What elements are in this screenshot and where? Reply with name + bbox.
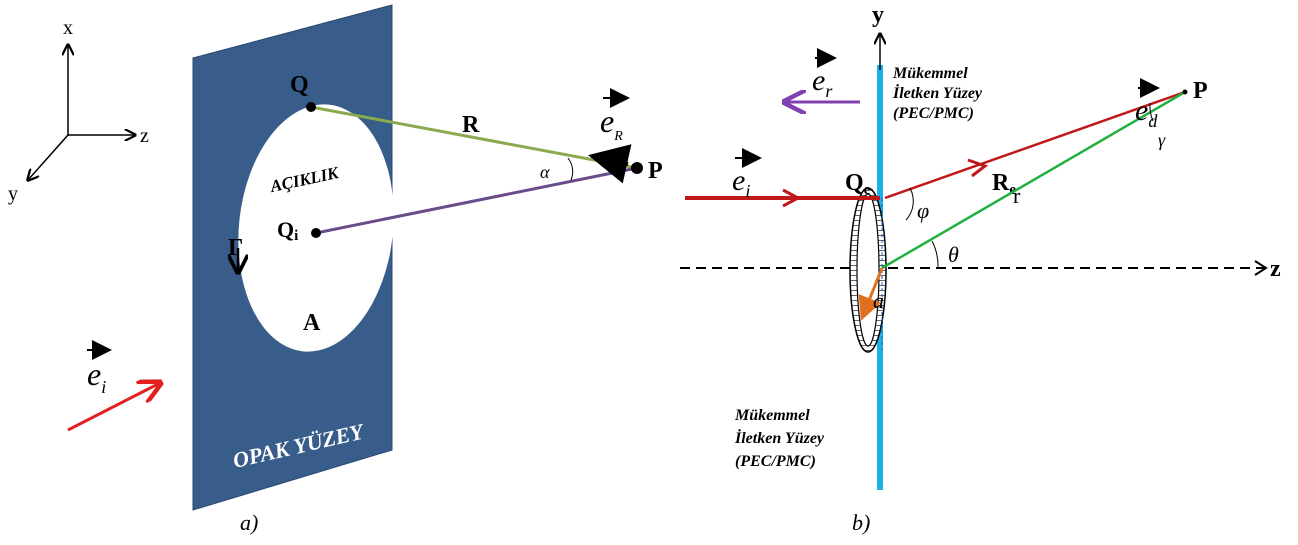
- note: (PEC/PMC): [893, 105, 974, 122]
- angle-arc: [568, 158, 573, 180]
- vector-label: ei: [732, 164, 750, 201]
- label: Qe: [845, 170, 871, 198]
- vector-label: eR: [600, 103, 623, 144]
- sub: r: [825, 81, 833, 101]
- label: Γ: [228, 235, 243, 261]
- base: e: [87, 356, 101, 392]
- base: e: [1135, 94, 1148, 127]
- panel-b: y z Mükemmel İletken Yüzey (PEC/PMC) Mük…: [680, 2, 1281, 535]
- caption: b): [852, 510, 870, 535]
- vector-label: ei: [87, 356, 106, 397]
- point: [306, 102, 316, 112]
- sub: R: [613, 129, 623, 144]
- point: [311, 228, 321, 238]
- note: Mükemmel: [734, 407, 810, 424]
- sub: d: [1148, 111, 1158, 131]
- axis: [28, 135, 68, 180]
- label: γ: [1158, 130, 1166, 150]
- label: Q: [290, 72, 309, 98]
- label: R: [462, 112, 480, 138]
- caption: a): [240, 510, 258, 535]
- label: φ: [917, 198, 929, 223]
- point: [631, 162, 643, 174]
- label: α: [540, 162, 550, 182]
- axis-label: y: [8, 183, 18, 205]
- axis-label: z: [1270, 256, 1281, 282]
- label: P: [648, 158, 663, 184]
- note: İletken Yüzey: [892, 83, 983, 102]
- base: e: [732, 164, 745, 197]
- label: a: [873, 288, 884, 313]
- note: (PEC/PMC): [735, 453, 816, 470]
- base: e: [812, 64, 825, 97]
- base: Q: [845, 170, 864, 196]
- axis-label: y: [872, 2, 884, 28]
- label: r: [1013, 183, 1021, 208]
- sub: e: [864, 182, 871, 198]
- figure: x z y Q R P eR α AÇIKLIK Qi Γ A OPAK YÜZ…: [0, 0, 1298, 545]
- base: R: [992, 170, 1010, 196]
- vector-label: er: [812, 64, 833, 101]
- note: İletken Yüzey: [734, 428, 825, 447]
- note: Mükemmel: [892, 65, 968, 82]
- ring: [857, 194, 879, 346]
- label: P: [1193, 78, 1208, 104]
- label: θ: [948, 242, 959, 267]
- axis-label: x: [63, 17, 73, 39]
- vector-label: ed: [1135, 94, 1158, 131]
- point: [1183, 90, 1188, 95]
- angle-arc: [906, 188, 913, 220]
- base: e: [600, 103, 614, 139]
- angle-arc: [932, 241, 938, 268]
- label: A: [303, 310, 321, 336]
- sub: i: [745, 181, 750, 201]
- base: Q: [277, 217, 294, 242]
- panel-a: x z y Q R P eR α AÇIKLIK Qi Γ A OPAK YÜZ…: [8, 5, 663, 535]
- incident-arrow: [68, 383, 160, 430]
- sub: i: [101, 377, 106, 397]
- sub: i: [294, 228, 298, 244]
- axis-label: z: [140, 125, 149, 147]
